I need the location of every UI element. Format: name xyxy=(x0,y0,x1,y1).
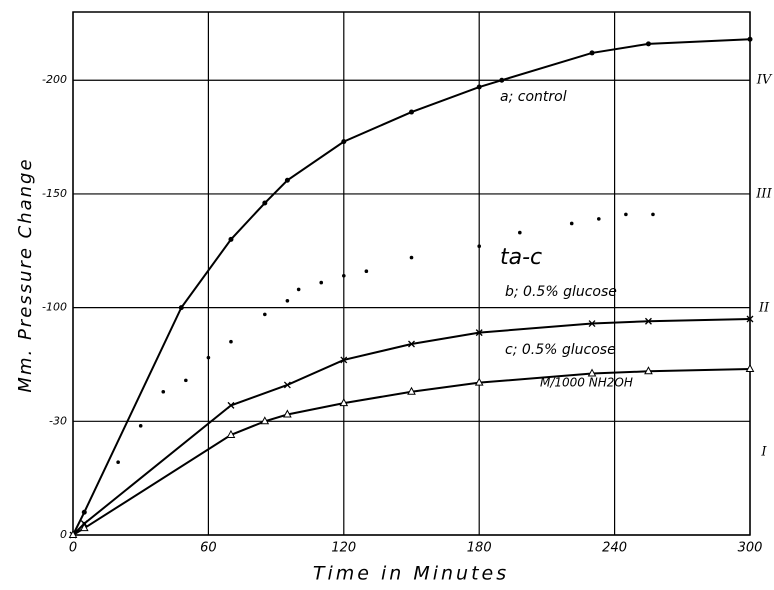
point xyxy=(260,416,270,425)
series-line xyxy=(72,317,751,536)
right-label: I xyxy=(760,445,767,460)
point xyxy=(644,366,653,375)
x-tick-label: 0 xyxy=(69,541,77,556)
point xyxy=(474,377,484,386)
point xyxy=(364,269,369,274)
point xyxy=(262,200,268,206)
right-label: II xyxy=(758,301,770,316)
point xyxy=(228,236,234,242)
point xyxy=(624,212,628,217)
point xyxy=(499,77,505,83)
point xyxy=(116,460,120,465)
point xyxy=(340,356,348,364)
y-tick-label: -100 xyxy=(42,301,67,314)
x-axis-title: Time in Minutes xyxy=(313,563,509,585)
point xyxy=(651,212,655,217)
point xyxy=(82,521,87,526)
y-tick-label: -200 xyxy=(42,73,67,86)
point xyxy=(408,340,415,348)
point xyxy=(745,363,755,373)
right-label: IV xyxy=(756,73,773,88)
point xyxy=(569,221,574,226)
point xyxy=(138,424,143,428)
y-tick-label: -30 xyxy=(49,414,67,427)
point xyxy=(475,329,483,337)
point xyxy=(296,287,301,292)
point xyxy=(407,386,416,395)
x-tick-label: 120 xyxy=(331,541,356,556)
point xyxy=(409,109,414,115)
x-tick-label: 180 xyxy=(467,541,492,556)
point xyxy=(746,315,754,323)
point xyxy=(79,523,89,532)
point xyxy=(284,177,290,183)
point xyxy=(588,320,596,327)
point xyxy=(319,280,324,285)
point xyxy=(226,429,236,438)
point xyxy=(644,317,652,325)
point xyxy=(518,230,522,235)
point xyxy=(81,509,87,515)
y-axis-title: Mm. Pressure Change xyxy=(15,157,36,392)
point xyxy=(285,298,290,303)
series-label: b; 0.5% glucose xyxy=(505,284,617,300)
point xyxy=(341,139,347,145)
point xyxy=(161,389,166,394)
x-tick-label: 300 xyxy=(738,541,763,556)
point xyxy=(587,368,597,377)
point xyxy=(227,401,235,409)
y-tick-label: -150 xyxy=(42,187,67,200)
point xyxy=(283,381,291,389)
point xyxy=(339,398,349,407)
plot-frame xyxy=(72,11,751,536)
series-label: ta-c xyxy=(500,245,542,270)
y-tick-label: 0 xyxy=(60,528,67,541)
point xyxy=(206,355,211,360)
series-label: a; control xyxy=(500,89,567,105)
point xyxy=(477,244,482,249)
point xyxy=(342,273,346,278)
right-label: III xyxy=(755,187,772,202)
point xyxy=(409,255,414,260)
point xyxy=(184,378,188,383)
series-label: c; 0.5% glucose xyxy=(505,342,616,358)
point xyxy=(283,409,292,418)
point xyxy=(68,529,78,538)
point xyxy=(645,41,651,47)
point xyxy=(229,339,233,344)
point xyxy=(263,312,267,317)
x-tick-label: 60 xyxy=(200,541,217,556)
point xyxy=(747,36,753,42)
x-tick-label: 240 xyxy=(602,541,627,556)
point xyxy=(178,305,184,311)
point xyxy=(589,50,595,56)
point xyxy=(597,217,601,221)
point xyxy=(476,84,482,90)
annotation: M/1000 NH2OH xyxy=(540,376,633,390)
